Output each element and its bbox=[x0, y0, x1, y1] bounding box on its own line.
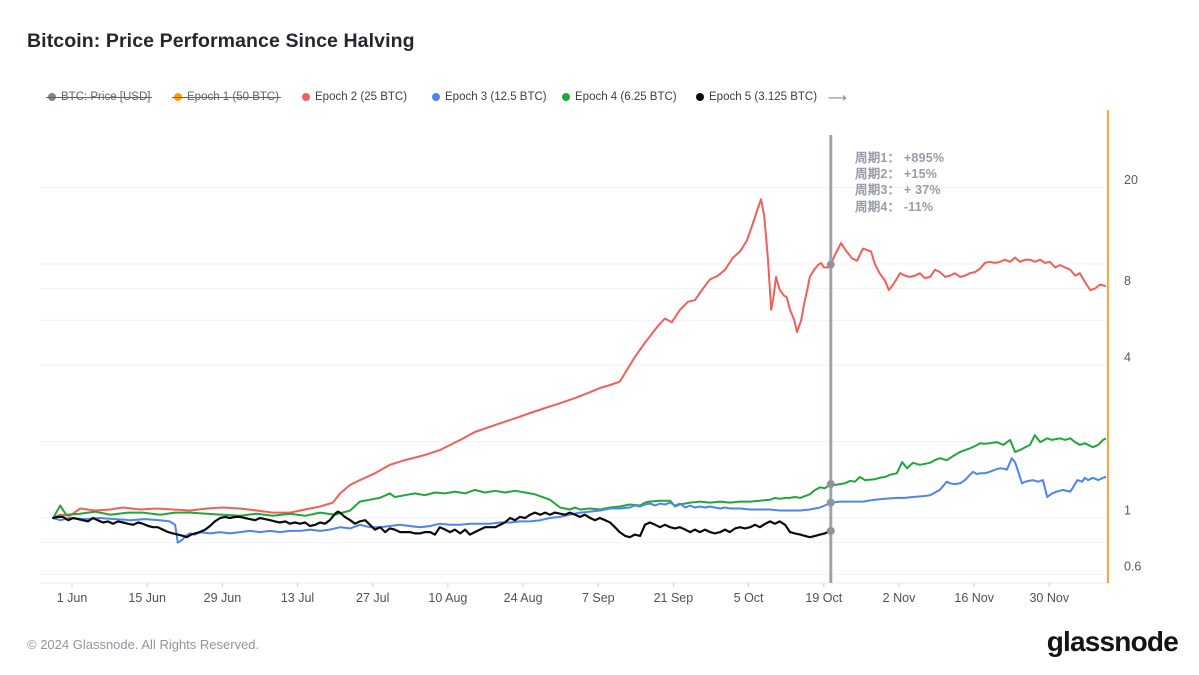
legend-label: Epoch 3 (12.5 BTC) bbox=[445, 91, 547, 103]
x-tick-label: 1 Jun bbox=[57, 591, 88, 605]
y-tick-label: 20 bbox=[1124, 173, 1138, 187]
chart-legend: BTC: Price [USD] Epoch 1 (50 BTC) Epoch 2 … bbox=[0, 90, 1199, 109]
x-tick-label: 13 Jul bbox=[281, 591, 314, 605]
legend-dot-epoch2 bbox=[302, 93, 310, 101]
cursor-marker-epoch4 bbox=[826, 480, 835, 489]
y-axis: 20 8 4 1 0.6 bbox=[1124, 173, 1141, 574]
x-tick-label: 27 Jul bbox=[356, 591, 389, 605]
legend-item-epoch2[interactable]: Epoch 2 (25 BTC) bbox=[302, 91, 407, 103]
legend-scroll-arrow-icon[interactable]: ⟶ bbox=[828, 90, 847, 105]
cursor-annotation-line: 周期1： +895% bbox=[855, 151, 945, 165]
x-tick-label: 19 Oct bbox=[805, 591, 842, 605]
x-tick-label: 10 Aug bbox=[428, 591, 467, 605]
cursor-marker-epoch5 bbox=[826, 526, 835, 535]
x-axis: 1 Jun 15 Jun 29 Jun 13 Jul 27 Jul 10 Aug 24 Au… bbox=[57, 583, 1070, 605]
x-tick-label: 30 Nov bbox=[1029, 591, 1069, 605]
legend-dot-epoch4 bbox=[562, 93, 570, 101]
series-line-epoch3 bbox=[52, 457, 1107, 544]
series-line-epoch5 bbox=[52, 510, 832, 539]
cursor-annotation-line: 周期4： -11% bbox=[855, 199, 934, 214]
glassnode-logo: glassnode bbox=[1046, 626, 1179, 657]
legend-item-epoch4[interactable]: Epoch 4 (6.25 BTC) bbox=[562, 91, 677, 103]
legend-item-btc-price[interactable]: BTC: Price [USD] bbox=[45, 91, 153, 103]
x-tick-label: 15 Jun bbox=[128, 591, 166, 605]
legend-dot-epoch5 bbox=[696, 93, 704, 101]
legend-dot-epoch3 bbox=[432, 93, 440, 101]
y-tick-label: 0.6 bbox=[1124, 560, 1141, 574]
cursor-annotation: 周期1： +895% 周期2： +15% 周期3： + 37% 周期4： -11% bbox=[855, 150, 944, 215]
cursor-annotation-line: 周期3： + 37% bbox=[855, 183, 941, 198]
x-tick-label: 7 Sep bbox=[582, 591, 615, 605]
x-tick-label: 5 Oct bbox=[734, 591, 764, 605]
legend-label: Epoch 2 (25 BTC) bbox=[315, 91, 408, 103]
legend-label: Epoch 4 (6.25 BTC) bbox=[575, 91, 677, 103]
series-line-epoch4 bbox=[52, 434, 1107, 519]
series-line-epoch2 bbox=[52, 198, 1107, 519]
legend-item-epoch1[interactable]: Epoch 1 (50 BTC) bbox=[171, 91, 282, 103]
y-tick-label: 4 bbox=[1124, 350, 1131, 364]
legend-item-epoch3[interactable]: Epoch 3 (12.5 BTC) bbox=[432, 91, 547, 103]
y-tick-label: 8 bbox=[1124, 274, 1131, 288]
cursor-marker-epoch2 bbox=[826, 260, 835, 269]
x-tick-label: 2 Nov bbox=[883, 591, 916, 605]
x-tick-label: 29 Jun bbox=[204, 591, 242, 605]
footer-copyright: © 2024 Glassnode. All Rights Reserved. bbox=[27, 637, 260, 652]
x-tick-label: 16 Nov bbox=[954, 591, 994, 605]
x-tick-label: 24 Aug bbox=[504, 591, 543, 605]
x-tick-label: 21 Sep bbox=[654, 591, 694, 605]
cursor-marker-epoch3 bbox=[826, 498, 835, 507]
legend-item-epoch5[interactable]: Epoch 5 (3.125 BTC) bbox=[696, 91, 817, 103]
cursor-annotation-line: 周期2： +15% bbox=[855, 167, 938, 182]
gridlines bbox=[40, 187, 1108, 575]
legend-label: Epoch 5 (3.125 BTC) bbox=[709, 91, 818, 103]
y-tick-label: 1 bbox=[1124, 503, 1131, 517]
page-title: Bitcoin: Price Performance Since Halving bbox=[27, 30, 415, 52]
